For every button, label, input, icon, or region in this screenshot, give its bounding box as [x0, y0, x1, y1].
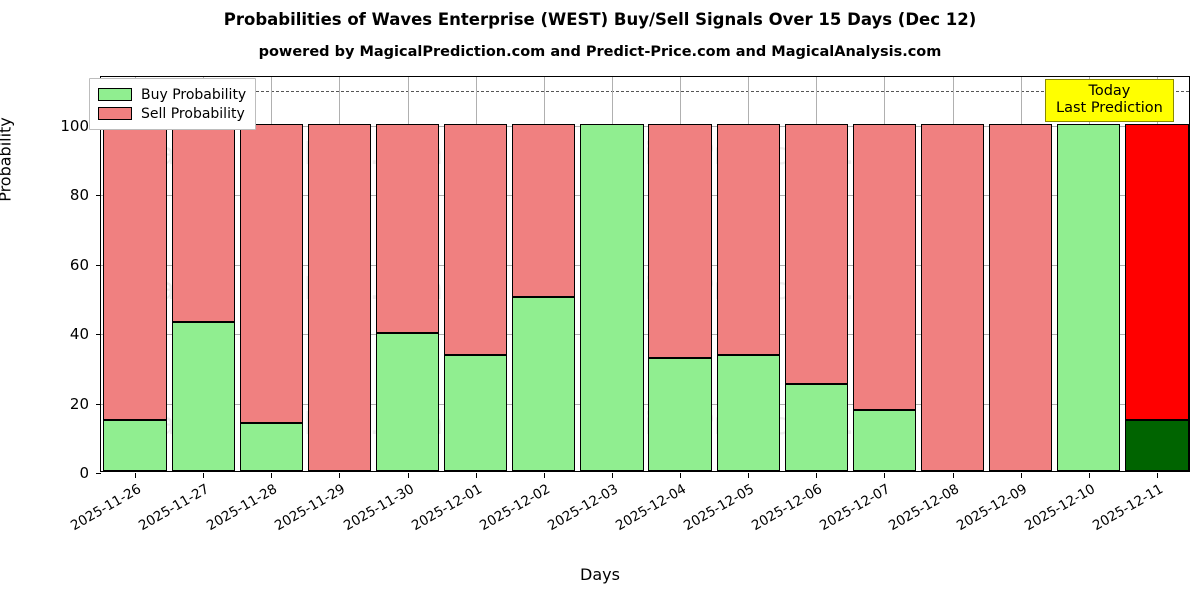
- x-tick-mark: [1021, 473, 1022, 478]
- y-tick-mark: [96, 334, 101, 336]
- x-tick-mark: [884, 473, 885, 478]
- bar-segment-buy[interactable]: [852, 410, 917, 471]
- y-gridline: [101, 403, 1189, 405]
- x-tick-mark: [1089, 473, 1090, 478]
- y-tick-mark: [96, 195, 101, 197]
- bar-segment-buy[interactable]: [103, 420, 167, 471]
- y-tick-mark: [96, 403, 101, 405]
- bar-segment-sell[interactable]: [1125, 123, 1189, 421]
- bar-2025-12-01[interactable]: [444, 75, 508, 471]
- bar-2025-12-02[interactable]: [512, 75, 576, 471]
- reference-dashed-line: [101, 90, 1189, 92]
- legend-item-sell: Sell Probability: [98, 104, 246, 123]
- bar-segment-buy[interactable]: [444, 355, 508, 471]
- x-tick-mark: [953, 473, 954, 478]
- x-axis-label: Days: [580, 565, 620, 584]
- bar-2025-11-28[interactable]: [239, 75, 303, 471]
- bar-segment-sell[interactable]: [103, 123, 167, 421]
- x-tick-mark: [612, 473, 613, 478]
- bar-segment-sell[interactable]: [307, 123, 372, 471]
- bar-segment-sell[interactable]: [648, 123, 712, 359]
- bar-2025-12-07[interactable]: [852, 75, 917, 471]
- bar-2025-11-26[interactable]: [103, 75, 167, 471]
- legend-label-buy: Buy Probability: [141, 86, 247, 103]
- legend-swatch-buy: [98, 88, 132, 101]
- y-gridline: [101, 264, 1189, 266]
- bar-segment-sell[interactable]: [171, 123, 235, 322]
- y-tick-label: 0: [79, 464, 89, 482]
- x-tick-mark: [408, 473, 409, 478]
- y-tick-label: 40: [69, 325, 89, 344]
- today-label-line1: Today: [1088, 83, 1131, 99]
- bar-2025-12-11[interactable]: [1125, 75, 1189, 471]
- bar-2025-12-06[interactable]: [784, 75, 848, 471]
- bar-segment-buy[interactable]: [375, 333, 440, 471]
- bar-segment-sell[interactable]: [852, 123, 917, 411]
- bar-segment-sell[interactable]: [989, 123, 1053, 471]
- x-tick-mark: [476, 473, 477, 478]
- bar-segment-sell[interactable]: [716, 123, 780, 356]
- legend-item-buy: Buy Probability: [98, 85, 246, 104]
- bar-segment-sell[interactable]: [784, 123, 848, 385]
- bar-segment-sell[interactable]: [239, 123, 303, 424]
- chart-subtitle: powered by MagicalPrediction.com and Pre…: [258, 44, 942, 60]
- bar-segment-buy[interactable]: [648, 358, 712, 471]
- chart-legend: Buy Probability Sell Probability: [89, 78, 257, 130]
- x-tick-mark: [203, 473, 204, 478]
- x-tick-mark: [816, 473, 817, 478]
- y-axis-label: Probability: [0, 117, 15, 202]
- x-tick-mark: [1157, 473, 1158, 478]
- bar-segment-buy[interactable]: [1057, 123, 1121, 471]
- y-gridline: [101, 125, 1189, 127]
- y-gridline: [101, 334, 1189, 336]
- bar-segment-buy[interactable]: [580, 123, 644, 471]
- bar-2025-12-08[interactable]: [920, 75, 985, 471]
- bar-segment-sell[interactable]: [920, 123, 985, 471]
- y-tick-label: 20: [69, 394, 89, 413]
- bar-segment-buy[interactable]: [512, 297, 576, 471]
- bar-2025-12-10[interactable]: [1057, 75, 1121, 471]
- legend-label-sell: Sell Probability: [141, 105, 245, 122]
- bar-2025-12-04[interactable]: [648, 75, 712, 471]
- bar-2025-11-29[interactable]: [307, 75, 372, 471]
- legend-swatch-sell: [98, 107, 132, 120]
- y-gridline: [101, 195, 1189, 197]
- bar-2025-11-30[interactable]: [375, 75, 440, 471]
- y-tick-label: 60: [69, 255, 89, 274]
- bar-2025-11-27[interactable]: [171, 75, 235, 471]
- bar-segment-buy[interactable]: [1125, 420, 1189, 471]
- bar-segment-sell[interactable]: [375, 123, 440, 334]
- plot-area: 020406080100MagicalAnalysis.comMagicalPr…: [60, 75, 1190, 482]
- x-tick-mark: [748, 473, 749, 478]
- today-annotation: Today Last Prediction: [1045, 79, 1174, 123]
- bar-segment-sell[interactable]: [512, 123, 576, 298]
- y-tick-mark: [96, 264, 101, 266]
- y-tick-label: 80: [69, 186, 89, 205]
- today-label-line2: Last Prediction: [1056, 99, 1163, 116]
- bar-segment-buy[interactable]: [239, 423, 303, 471]
- bar-2025-12-09[interactable]: [989, 75, 1053, 471]
- x-tick-mark: [680, 473, 681, 478]
- bar-segment-buy[interactable]: [171, 321, 235, 471]
- y-tick-label: 100: [60, 116, 89, 135]
- bar-segment-sell[interactable]: [444, 123, 508, 356]
- x-tick-mark: [271, 473, 272, 478]
- bar-2025-12-03[interactable]: [580, 75, 644, 471]
- x-tick-mark: [135, 473, 136, 478]
- bar-segment-buy[interactable]: [716, 355, 780, 471]
- x-tick-mark: [544, 473, 545, 478]
- chart-title: Probabilities of Waves Enterprise (WEST)…: [223, 10, 977, 29]
- bar-2025-12-05[interactable]: [716, 75, 780, 471]
- y-tick-mark: [96, 473, 101, 474]
- bar-segment-buy[interactable]: [784, 384, 848, 471]
- x-tick-mark: [339, 473, 340, 478]
